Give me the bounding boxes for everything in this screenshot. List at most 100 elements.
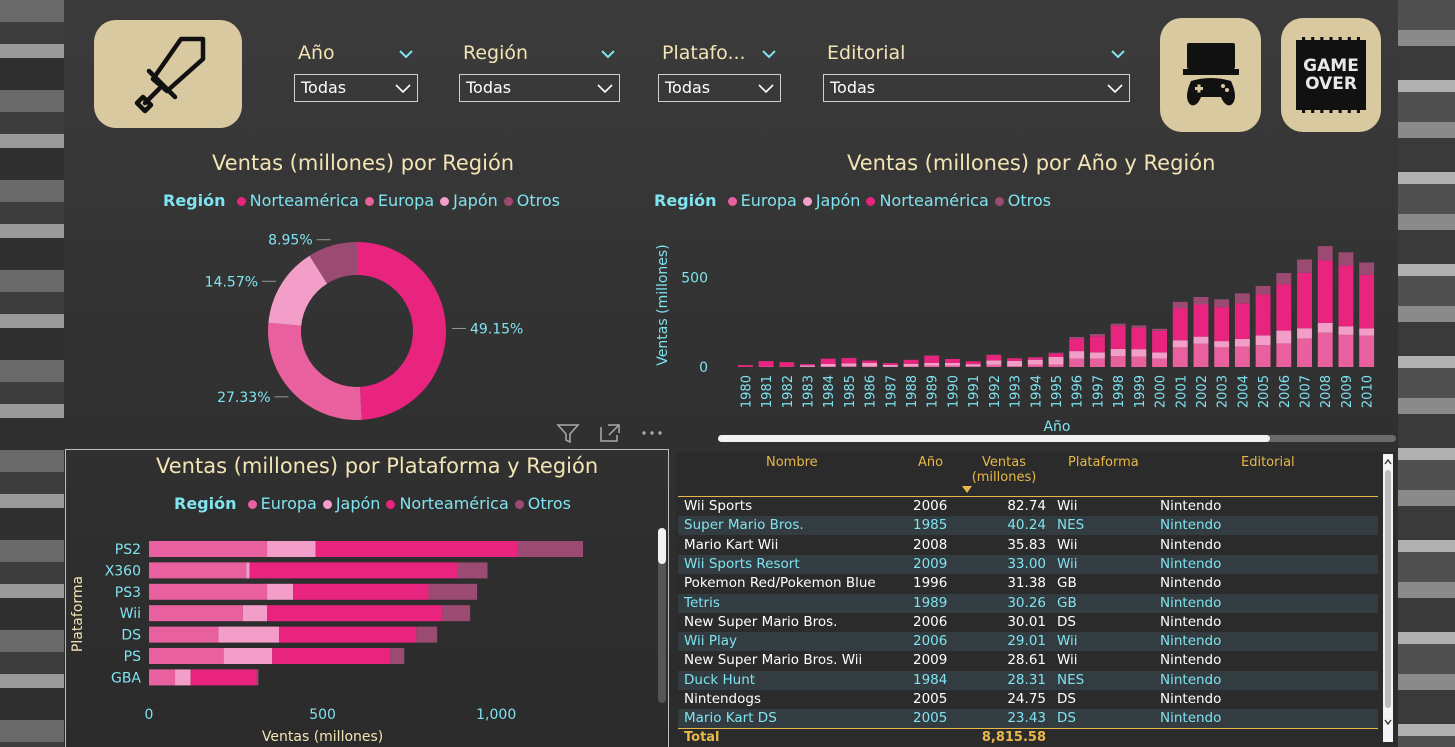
year-bar-segment[interactable] [965,364,981,367]
table-row[interactable]: New Super Mario Bros. 2006 30.01 DS Nintendo [678,613,1378,632]
table-row[interactable]: Nintendogs 2005 24.75 DS Nintendo [678,690,1378,709]
year-bar-segment[interactable] [1297,338,1312,367]
year-bar-segment[interactable] [862,360,878,363]
year-bar-segment[interactable] [1089,336,1105,353]
chevron-down-icon[interactable] [1110,46,1126,62]
year-bar-segment[interactable] [903,359,919,364]
year-bar-segment[interactable] [1172,340,1188,348]
year-bar-segment[interactable] [1152,352,1168,359]
col-header-ano[interactable]: Año [918,455,944,470]
platform-bar-segment[interactable] [149,605,243,622]
game-over-icon-button[interactable]: GAME OVER [1281,18,1381,132]
year-bar-segment[interactable] [965,361,981,365]
year-bar-segment[interactable] [1027,364,1043,368]
platform-bar-segment[interactable] [246,562,250,579]
year-bar-segment[interactable] [1359,328,1375,336]
table-row[interactable]: Wii Sports 2006 82.74 Wii Nintendo [678,497,1378,516]
year-bar-segment[interactable] [882,363,898,365]
year-bar-segment[interactable] [1338,265,1354,327]
year-bar-segment[interactable] [841,358,857,364]
year-bar-segment[interactable] [1131,349,1147,357]
year-bar-segment[interactable] [1131,327,1147,350]
year-bar-segment[interactable] [1069,337,1085,339]
chevron-up-icon[interactable] [1384,458,1392,466]
year-bar-segment[interactable] [1110,356,1126,367]
platform-legend-item[interactable]: Japón [322,494,380,513]
donut-slice[interactable] [357,242,447,420]
table-row[interactable]: New Super Mario Bros. Wii 2009 28.61 Wii Nin… [678,651,1378,670]
donut-legend-item[interactable]: Norteamérica [236,191,359,210]
year-bar-segment[interactable] [1110,348,1126,357]
year-bar-segment[interactable] [1276,284,1292,331]
year-bar-segment[interactable] [1317,322,1333,333]
year-bar-segment[interactable] [882,364,898,367]
year-bar-segment[interactable] [800,364,815,366]
year-bar-segment[interactable] [903,363,919,367]
sword-icon-button[interactable] [94,20,242,128]
year-legend-item[interactable]: Japón [802,191,860,210]
platform-bar-segment[interactable] [279,626,417,643]
year-bar-segment[interactable] [1152,358,1168,367]
year-bar-segment[interactable] [986,364,1002,367]
year-bar-segment[interactable] [944,365,960,367]
year-bar-segment[interactable] [1276,273,1292,285]
year-bar-segment[interactable] [903,366,919,367]
platform-bar-segment[interactable] [267,541,316,557]
table-vertical-scrollbar[interactable] [1383,454,1393,742]
platform-bar-segment[interactable] [442,605,471,622]
year-bar-segment[interactable] [1317,332,1333,367]
year-bar-segment[interactable] [1338,326,1354,335]
year-bar-segment[interactable] [841,363,857,367]
year-bar-segment[interactable] [1110,325,1126,349]
year-legend-item[interactable]: Otros [994,191,1051,210]
year-bar-segment[interactable] [1048,352,1064,354]
platform-bar-segment[interactable] [517,541,583,557]
year-bar-segment[interactable] [1193,304,1209,337]
year-bar-segment[interactable] [1297,259,1312,273]
year-bar-segment[interactable] [1131,356,1147,367]
year-bar-segment[interactable] [1007,366,1023,367]
year-bar-segment[interactable] [1297,272,1312,329]
year-bar-segment[interactable] [1317,246,1333,261]
platform-legend-item[interactable]: Otros [514,494,571,513]
year-bar-segment[interactable] [1069,358,1085,367]
year-bar-segment[interactable] [1317,260,1333,323]
table-row[interactable]: Mario Kart Wii 2008 35.83 Wii Nintendo [678,536,1378,555]
year-bar-segment[interactable] [1027,359,1043,365]
donut-legend-item[interactable]: Japón [440,191,498,210]
year-bar-segment[interactable] [1234,303,1250,339]
platform-bar-segment[interactable] [175,669,191,686]
platform-bar-segment[interactable] [149,583,268,600]
year-bar-segment[interactable] [1359,335,1375,367]
platform-bar-segment[interactable] [416,626,438,643]
platform-bar-segment[interactable] [190,669,257,686]
year-legend-item[interactable]: Norteamérica [866,191,989,210]
platform-legend-item[interactable]: Norteamérica [386,494,509,513]
year-bar-segment[interactable] [1007,360,1023,367]
year-bar-segment[interactable] [944,362,960,366]
platform-bar-segment[interactable] [390,648,405,664]
year-bar-segment[interactable] [1255,294,1271,336]
year-bar-segment[interactable] [1359,274,1375,329]
col-header-plataforma[interactable]: Plataforma [1068,455,1139,470]
col-header-nombre[interactable]: Nombre [766,455,818,470]
year-bar-segment[interactable] [820,363,836,367]
platform-bar-segment[interactable] [149,541,268,557]
year-bar-segment[interactable] [1110,323,1126,326]
year-bar-segment[interactable] [1048,364,1064,368]
year-bar-segment[interactable] [1214,299,1230,308]
filter-publisher-dropdown[interactable]: Todas [823,74,1130,102]
year-legend-item[interactable]: Europa [727,191,797,210]
year-bar-segment[interactable] [862,366,878,367]
year-bar-segment[interactable] [1193,343,1209,367]
year-bar-segment[interactable] [924,355,940,363]
year-bar-segment[interactable] [1255,345,1271,367]
chevron-down-icon[interactable] [398,46,414,62]
vertical-scrollbar[interactable] [658,528,666,703]
year-bar-segment[interactable] [1048,353,1064,357]
col-header-editorial[interactable]: Editorial [1241,455,1295,470]
platform-bar-segment[interactable] [267,583,294,600]
platform-bar-segment[interactable] [249,562,459,579]
table-row[interactable]: Duck Hunt 1984 28.31 NES Nintendo [678,670,1378,690]
table-row[interactable]: Super Mario Bros. 1985 40.24 NES Nintendo [678,516,1378,536]
